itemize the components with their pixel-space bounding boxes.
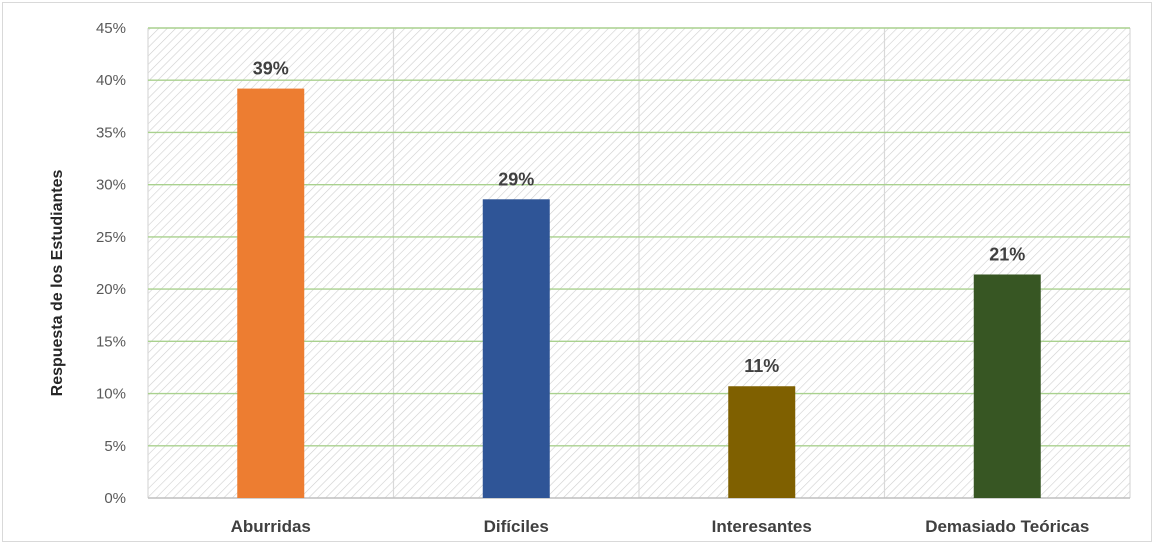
category-labels: Aburridas Difíciles Interesantes Demasiado … <box>231 517 1090 536</box>
category-label: Aburridas <box>231 517 311 536</box>
y-tick-label: 40% <box>96 72 126 89</box>
y-tick-label: 5% <box>104 438 126 455</box>
bar <box>482 199 550 499</box>
bars <box>237 88 1041 499</box>
bar <box>973 274 1041 498</box>
bar <box>237 88 305 499</box>
data-label: 39% <box>253 59 289 79</box>
data-label: 21% <box>989 244 1025 264</box>
data-labels: 39% 29% 11% 21% <box>253 59 1026 377</box>
y-axis-label: Respuesta de los Estudiantes <box>49 170 66 397</box>
y-tick-label: 45% <box>96 20 126 37</box>
y-tick-label: 15% <box>96 333 126 350</box>
y-tick-label: 0% <box>104 490 126 507</box>
y-tick-label: 35% <box>96 124 126 141</box>
data-label: 29% <box>498 169 534 189</box>
y-tick-label: 10% <box>96 386 126 403</box>
gridlines <box>147 27 1131 499</box>
bar <box>728 386 796 498</box>
y-tick-label: 20% <box>96 281 126 298</box>
y-tick-labels: 0% 5% 10% 15% 20% 25% 30% 35% 40% 45% <box>96 20 126 507</box>
category-label: Difíciles <box>484 517 549 536</box>
category-label: Interesantes <box>712 517 812 536</box>
data-label: 11% <box>744 356 779 376</box>
category-label: Demasiado Teóricas <box>925 517 1089 536</box>
y-tick-label: 30% <box>96 177 126 194</box>
y-tick-label: 25% <box>96 229 126 246</box>
